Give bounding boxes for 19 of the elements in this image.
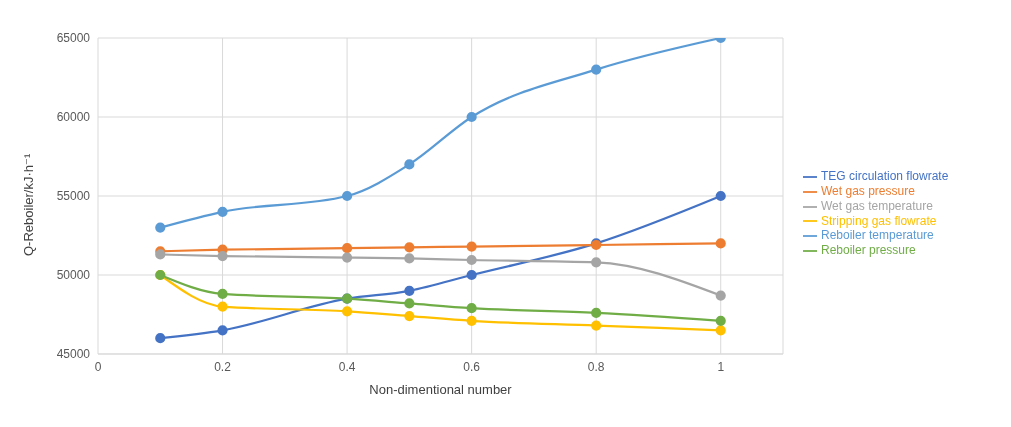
legend-label: Stripping gas flowrate (821, 213, 937, 228)
x-tick-label: 0.2 (214, 359, 232, 374)
x-tick-label: 0.4 (338, 359, 356, 374)
legend-label: Reboiler pressure (821, 243, 916, 258)
y-axis-title: Q-Reboiler/kJ·h⁻¹ (20, 153, 36, 256)
x-tick-label: 0.6 (463, 359, 481, 374)
y-tick-label: 45000 (56, 347, 91, 362)
legend-label: Wet gas temperature (821, 198, 933, 213)
y-tick-label: 50000 (56, 268, 91, 283)
legend-label: Wet gas pressure (821, 183, 915, 198)
legend-label: TEG circulation flowrate (821, 169, 949, 184)
y-tick-label: 55000 (56, 189, 91, 204)
y-tick-label: 65000 (56, 31, 91, 46)
x-tick-label: 0 (94, 359, 102, 374)
x-tick-label: 0.8 (587, 359, 605, 374)
x-axis-title: Non-dimentional number (369, 382, 513, 397)
y-tick-label: 60000 (56, 110, 91, 125)
x-tick-label: 1 (717, 359, 725, 374)
legend-label: Reboiler temperature (821, 228, 934, 243)
